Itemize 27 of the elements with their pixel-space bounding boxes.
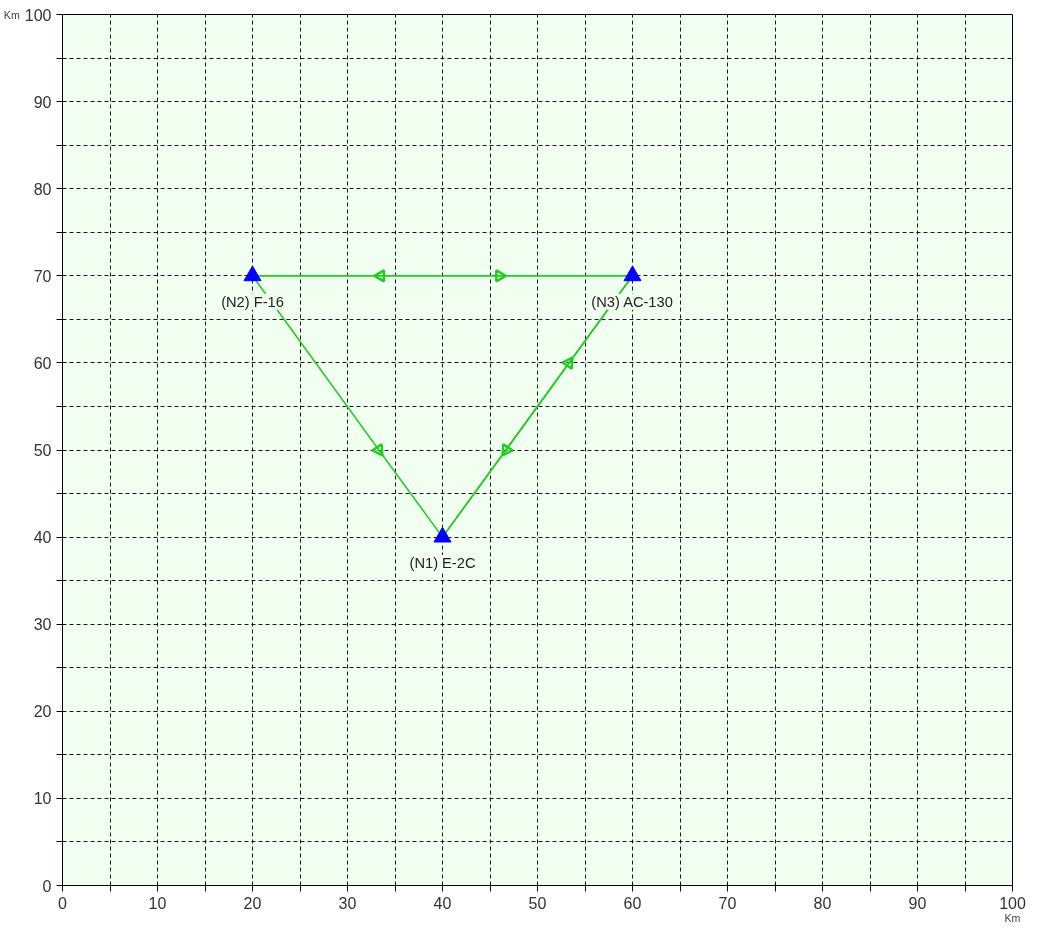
y-tick-label: 100: [24, 6, 52, 24]
x-tick-label: 100: [999, 894, 1026, 912]
y-tick-label: 20: [33, 703, 52, 721]
y-tick-label: 60: [33, 354, 52, 372]
y-tick-label: 80: [33, 180, 52, 198]
y-tick-label: 0: [42, 877, 52, 895]
annotation: (N2) F-16: [221, 293, 284, 310]
annotation: (N1) E-2C: [409, 555, 476, 572]
x-tick-label: 10: [148, 894, 167, 912]
x-tick-label: 50: [528, 894, 547, 912]
y-tick-label: 40: [33, 529, 52, 547]
y-tick-label: 30: [33, 616, 52, 634]
x-tick-label: 60: [623, 894, 642, 912]
x-tick-label: 0: [58, 894, 68, 912]
x-tick-label: 80: [813, 894, 832, 912]
y-tick-label: 10: [33, 790, 52, 808]
x-tick-label: 90: [908, 894, 927, 912]
x-tick-label: 70: [718, 894, 737, 912]
x-axis-title: Km: [1004, 911, 1021, 924]
y-axis-title: Km: [3, 8, 20, 21]
x-tick-label: 30: [338, 894, 357, 912]
x-tick-label: 20: [243, 894, 262, 912]
x-tick-label: 40: [433, 894, 452, 912]
annotation: (N3) AC-130: [591, 293, 673, 310]
y-tick-label: 90: [33, 93, 52, 111]
y-tick-label: 50: [33, 442, 52, 459]
y-tick-label: 70: [33, 267, 52, 285]
